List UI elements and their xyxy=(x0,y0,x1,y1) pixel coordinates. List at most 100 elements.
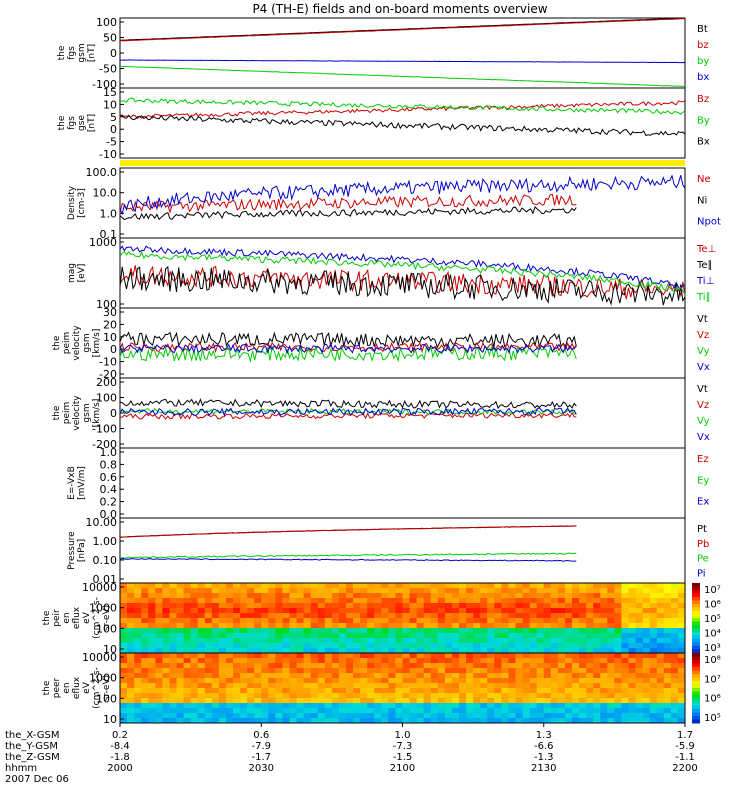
heatmap-cell xyxy=(480,598,488,604)
y-tick-label: 1.0 xyxy=(100,446,118,459)
heatmap-cell xyxy=(444,683,453,689)
heatmap-cell xyxy=(494,668,502,674)
heatmap-cell xyxy=(254,708,262,714)
heatmap-cell xyxy=(197,648,206,654)
heatmap-cell xyxy=(515,658,524,664)
heatmap-cell xyxy=(628,698,637,704)
heatmap-cell xyxy=(670,678,679,684)
heatmap-cell xyxy=(593,653,601,659)
heatmap-cell xyxy=(423,713,432,719)
heatmap-cell xyxy=(430,668,439,674)
heatmap-cell xyxy=(296,628,305,634)
heatmap-cell xyxy=(218,583,227,589)
y-tick-label: 1000 xyxy=(89,602,117,615)
y-axis-label: mag [eV] xyxy=(67,263,87,283)
heatmap-cell xyxy=(600,628,608,634)
heatmap-cell xyxy=(141,658,149,664)
heatmap-cell xyxy=(607,668,615,674)
heatmap-cell xyxy=(536,628,545,634)
heatmap-cell xyxy=(663,638,672,644)
heatmap-cell xyxy=(663,623,672,629)
heatmap-cell xyxy=(127,688,135,694)
heatmap-cell xyxy=(649,713,658,719)
heatmap-cell xyxy=(360,638,368,644)
heatmap-cell xyxy=(289,583,298,589)
heatmap-cell xyxy=(572,588,580,594)
heatmap-cell xyxy=(303,583,312,589)
y-tick-label: 100 xyxy=(96,392,117,405)
heatmap-cell xyxy=(261,718,269,724)
heatmap-cell xyxy=(677,658,686,664)
heatmap-cell xyxy=(494,628,502,634)
heatmap-cell xyxy=(183,713,192,719)
heatmap-cell xyxy=(197,683,206,689)
heatmap-cell xyxy=(451,698,460,704)
heatmap-cell xyxy=(303,693,312,699)
heatmap-cell xyxy=(395,673,403,679)
heatmap-cell xyxy=(649,598,658,604)
y-axis-label-line: the xyxy=(52,405,62,420)
heatmap-cell xyxy=(451,658,460,664)
heatmap-cell xyxy=(572,708,580,714)
heatmap-cell xyxy=(218,713,227,719)
heatmap-cell xyxy=(423,673,432,679)
heatmap-cell xyxy=(190,608,199,614)
heatmap-cell xyxy=(677,653,686,659)
heatmap-cell xyxy=(204,603,213,609)
legend-Bt: Bt xyxy=(697,24,708,35)
heatmap-cell xyxy=(261,663,269,669)
heatmap-cell xyxy=(225,618,234,624)
heatmap-cell xyxy=(416,683,425,689)
heatmap-cell xyxy=(586,618,594,624)
heatmap-cell xyxy=(247,673,255,679)
heatmap-cell xyxy=(169,623,177,629)
heatmap-cell xyxy=(381,688,389,694)
heatmap-cell xyxy=(176,663,185,669)
heatmap-cell xyxy=(240,703,248,709)
heatmap-cell xyxy=(649,603,658,609)
heatmap-cell xyxy=(663,643,672,649)
legend-Bz: Bz xyxy=(697,94,709,105)
heatmap-cell xyxy=(289,603,298,609)
heatmap-cell xyxy=(282,588,290,594)
heatmap-cell xyxy=(296,653,305,659)
heatmap-cell xyxy=(324,703,333,709)
legend-Pe: Pe xyxy=(697,554,709,565)
heatmap-cell xyxy=(649,638,658,644)
heatmap-cell xyxy=(522,618,531,624)
heatmap-cell xyxy=(409,713,418,719)
heatmap-cell xyxy=(233,683,241,689)
heatmap-cell xyxy=(353,703,361,709)
heatmap-cell xyxy=(656,673,665,679)
heatmap-cell xyxy=(183,633,192,639)
heatmap-cell xyxy=(338,628,347,634)
heatmap-cell xyxy=(296,623,305,629)
heatmap-cell xyxy=(127,708,135,714)
heatmap-cell xyxy=(367,673,375,679)
heatmap-cell xyxy=(607,643,615,649)
heatmap-cell xyxy=(204,708,213,714)
heatmap-cell xyxy=(261,653,269,659)
colorbar-cell xyxy=(692,593,700,598)
heatmap-cell xyxy=(621,678,629,684)
heatmap-cell xyxy=(176,693,185,699)
colorbar-cell xyxy=(692,642,700,647)
heatmap-cell xyxy=(346,703,354,709)
heatmap-cell xyxy=(635,638,644,644)
heatmap-cell xyxy=(247,678,255,684)
heatmap-cell xyxy=(268,583,276,589)
heatmap-cell xyxy=(607,628,615,634)
y-tick-label: 0 xyxy=(110,343,117,356)
heatmap-cell xyxy=(289,593,298,599)
heatmap-cell xyxy=(423,613,432,619)
heatmap-cell xyxy=(437,643,446,649)
heatmap-cell xyxy=(169,618,177,624)
heatmap-cell xyxy=(466,683,474,689)
heatmap-cell xyxy=(416,678,425,684)
heatmap-cell xyxy=(310,643,319,649)
y-tick-label: 0.8 xyxy=(100,458,118,471)
heatmap-cell xyxy=(649,718,658,724)
heatmap-cell xyxy=(169,703,177,709)
heatmap-cell xyxy=(564,708,573,714)
heatmap-cell xyxy=(317,593,326,599)
